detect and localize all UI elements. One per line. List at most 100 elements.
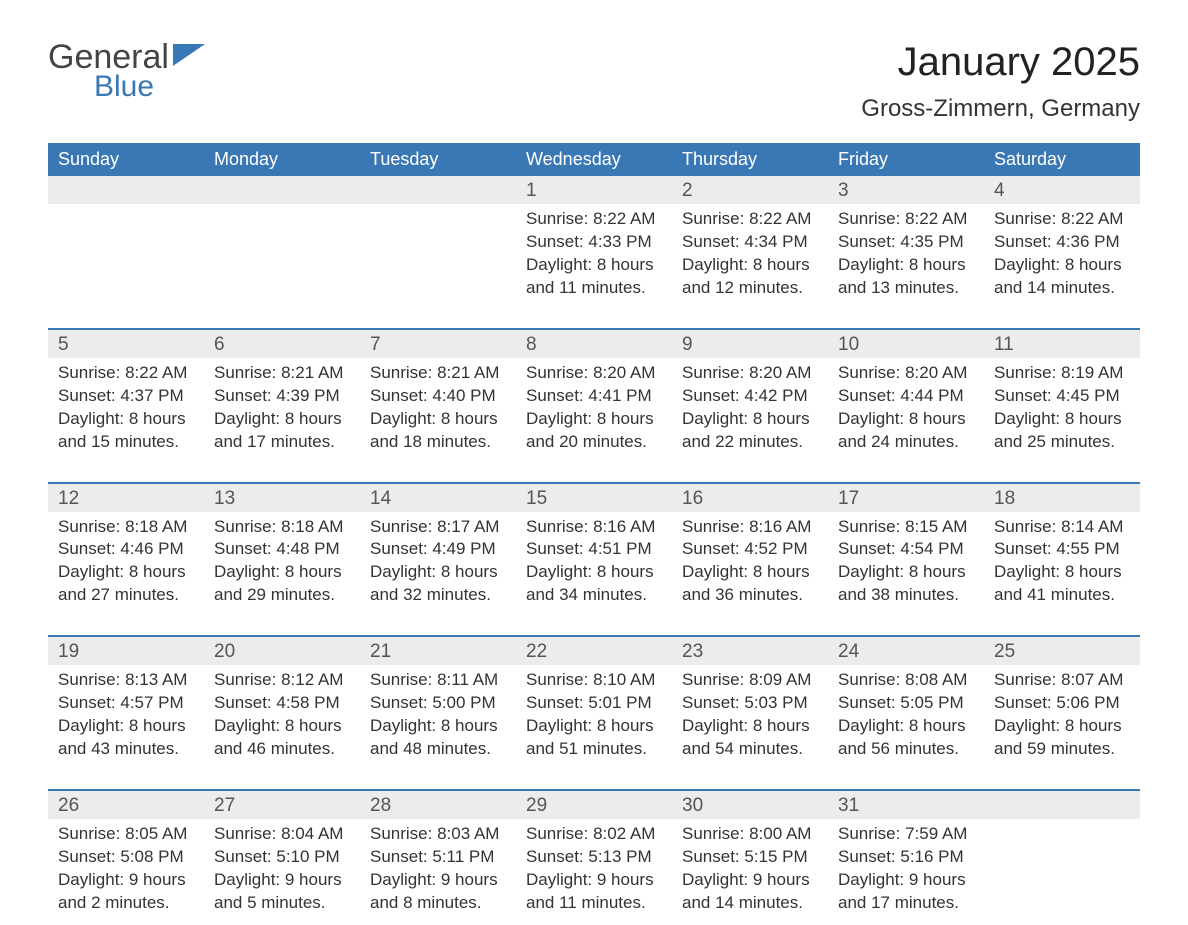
day-number: 20 bbox=[204, 637, 360, 665]
sunset-line-value: 4:46 PM bbox=[120, 539, 183, 558]
sunset-line: Sunset: 5:16 PM bbox=[838, 846, 974, 869]
sunrise-line-value: 8:15 AM bbox=[905, 517, 967, 536]
daylight-line-label: Daylight: bbox=[370, 716, 441, 735]
sunset-line: Sunset: 4:41 PM bbox=[526, 385, 662, 408]
day-number: 16 bbox=[672, 484, 828, 512]
day-cell: Sunrise: 8:22 AMSunset: 4:34 PMDaylight:… bbox=[672, 204, 828, 310]
day-number: 19 bbox=[48, 637, 204, 665]
title-block: January 2025 Gross-Zimmern, Germany bbox=[861, 40, 1140, 123]
sunrise-line-label: Sunrise: bbox=[526, 363, 593, 382]
daylight-line-label: Daylight: bbox=[58, 562, 129, 581]
sunrise-line-value: 8:00 AM bbox=[749, 824, 811, 843]
sunset-line: Sunset: 4:44 PM bbox=[838, 385, 974, 408]
daylight-line-label: Daylight: bbox=[838, 255, 909, 274]
day-number: 14 bbox=[360, 484, 516, 512]
sunrise-line-value: 8:11 AM bbox=[437, 670, 498, 689]
calendar-day-header: Thursday bbox=[672, 143, 828, 176]
day-cell: Sunrise: 8:05 AMSunset: 5:08 PMDaylight:… bbox=[48, 819, 204, 925]
day-cell: Sunrise: 8:21 AMSunset: 4:40 PMDaylight:… bbox=[360, 358, 516, 464]
daylight-line-label: Daylight: bbox=[370, 562, 441, 581]
day-number: 1 bbox=[516, 176, 672, 204]
sunrise-line-label: Sunrise: bbox=[682, 824, 749, 843]
sunrise-line: Sunrise: 8:07 AM bbox=[994, 669, 1130, 692]
sunset-line-label: Sunset: bbox=[526, 693, 588, 712]
calendar-day-header-row: SundayMondayTuesdayWednesdayThursdayFrid… bbox=[48, 143, 1140, 176]
sunset-line: Sunset: 5:10 PM bbox=[214, 846, 350, 869]
sunset-line-value: 4:36 PM bbox=[1056, 232, 1119, 251]
daylight-line: Daylight: 8 hours and 24 minutes. bbox=[838, 408, 974, 454]
calendar-day-header: Tuesday bbox=[360, 143, 516, 176]
day-number: 18 bbox=[984, 484, 1140, 512]
sunrise-line-label: Sunrise: bbox=[994, 670, 1061, 689]
daylight-line-label: Daylight: bbox=[370, 409, 441, 428]
sunrise-line-label: Sunrise: bbox=[994, 517, 1061, 536]
day-number: 27 bbox=[204, 791, 360, 819]
day-cell: Sunrise: 8:07 AMSunset: 5:06 PMDaylight:… bbox=[984, 665, 1140, 771]
sunset-line: Sunset: 4:37 PM bbox=[58, 385, 194, 408]
day-number: 11 bbox=[984, 330, 1140, 358]
day-number: 13 bbox=[204, 484, 360, 512]
daylight-line: Daylight: 9 hours and 5 minutes. bbox=[214, 869, 350, 915]
daylight-line-label: Daylight: bbox=[526, 716, 597, 735]
day-cell: Sunrise: 8:16 AMSunset: 4:51 PMDaylight:… bbox=[516, 512, 672, 618]
sunrise-line-label: Sunrise: bbox=[838, 670, 905, 689]
sunrise-line: Sunrise: 8:21 AM bbox=[370, 362, 506, 385]
sunset-line-value: 5:05 PM bbox=[900, 693, 963, 712]
day-cell: Sunrise: 8:20 AMSunset: 4:42 PMDaylight:… bbox=[672, 358, 828, 464]
day-cell: Sunrise: 8:10 AMSunset: 5:01 PMDaylight:… bbox=[516, 665, 672, 771]
month-title: January 2025 bbox=[861, 40, 1140, 85]
day-cell bbox=[48, 204, 204, 310]
sunrise-line-value: 8:02 AM bbox=[593, 824, 655, 843]
daylight-line-label: Daylight: bbox=[682, 716, 753, 735]
day-cell: Sunrise: 8:04 AMSunset: 5:10 PMDaylight:… bbox=[204, 819, 360, 925]
sunset-line-label: Sunset: bbox=[994, 386, 1056, 405]
sunrise-line: Sunrise: 8:12 AM bbox=[214, 669, 350, 692]
day-number bbox=[984, 791, 1140, 819]
sunset-line-label: Sunset: bbox=[526, 539, 588, 558]
daylight-line: Daylight: 8 hours and 27 minutes. bbox=[58, 561, 194, 607]
daylight-line: Daylight: 8 hours and 51 minutes. bbox=[526, 715, 662, 761]
daylight-line: Daylight: 9 hours and 11 minutes. bbox=[526, 869, 662, 915]
sunrise-line: Sunrise: 8:22 AM bbox=[58, 362, 194, 385]
sunrise-line: Sunrise: 8:20 AM bbox=[526, 362, 662, 385]
day-number: 31 bbox=[828, 791, 984, 819]
sunrise-line: Sunrise: 8:04 AM bbox=[214, 823, 350, 846]
daylight-line-label: Daylight: bbox=[994, 562, 1065, 581]
sunset-line-label: Sunset: bbox=[214, 693, 276, 712]
daylight-line-label: Daylight: bbox=[58, 870, 129, 889]
daylight-line-label: Daylight: bbox=[526, 409, 597, 428]
sunrise-line-value: 8:20 AM bbox=[749, 363, 811, 382]
sunset-line: Sunset: 4:58 PM bbox=[214, 692, 350, 715]
daylight-line: Daylight: 9 hours and 2 minutes. bbox=[58, 869, 194, 915]
sunrise-line-label: Sunrise: bbox=[682, 363, 749, 382]
day-number: 4 bbox=[984, 176, 1140, 204]
sunset-line-value: 4:33 PM bbox=[588, 232, 651, 251]
sunset-line: Sunset: 4:51 PM bbox=[526, 538, 662, 561]
sunset-line-label: Sunset: bbox=[682, 386, 744, 405]
sunset-line-value: 4:45 PM bbox=[1056, 386, 1119, 405]
sunrise-line-label: Sunrise: bbox=[994, 363, 1061, 382]
page-header: General Blue January 2025 Gross-Zimmern,… bbox=[48, 40, 1140, 123]
logo: General Blue bbox=[48, 40, 205, 102]
sunset-line-value: 5:00 PM bbox=[432, 693, 495, 712]
sunset-line-label: Sunset: bbox=[994, 539, 1056, 558]
logo-text: General Blue bbox=[48, 40, 169, 102]
day-number: 2 bbox=[672, 176, 828, 204]
daylight-line-label: Daylight: bbox=[838, 409, 909, 428]
calendar-day-header: Monday bbox=[204, 143, 360, 176]
daylight-line: Daylight: 8 hours and 32 minutes. bbox=[370, 561, 506, 607]
sunrise-line-label: Sunrise: bbox=[682, 517, 749, 536]
sunset-line: Sunset: 4:39 PM bbox=[214, 385, 350, 408]
sunrise-line: Sunrise: 8:18 AM bbox=[58, 516, 194, 539]
calendar-day-header: Wednesday bbox=[516, 143, 672, 176]
sunset-line-label: Sunset: bbox=[526, 386, 588, 405]
sunrise-line: Sunrise: 8:00 AM bbox=[682, 823, 818, 846]
day-number: 21 bbox=[360, 637, 516, 665]
daylight-line: Daylight: 8 hours and 25 minutes. bbox=[994, 408, 1130, 454]
sunset-line-value: 4:35 PM bbox=[900, 232, 963, 251]
sunset-line: Sunset: 4:55 PM bbox=[994, 538, 1130, 561]
daylight-line: Daylight: 8 hours and 54 minutes. bbox=[682, 715, 818, 761]
sunset-line: Sunset: 4:57 PM bbox=[58, 692, 194, 715]
day-cell: Sunrise: 8:22 AMSunset: 4:35 PMDaylight:… bbox=[828, 204, 984, 310]
daylight-line-label: Daylight: bbox=[838, 562, 909, 581]
